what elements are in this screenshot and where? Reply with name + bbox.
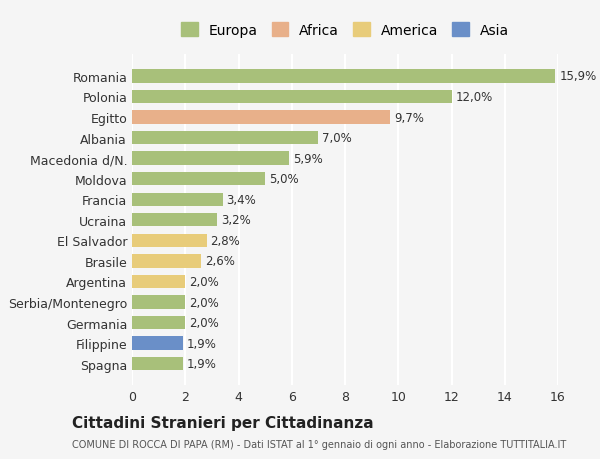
Text: 9,7%: 9,7%: [394, 111, 424, 124]
Text: 7,0%: 7,0%: [322, 132, 352, 145]
Text: 2,0%: 2,0%: [189, 316, 219, 330]
Bar: [132, 255, 201, 268]
Bar: [132, 111, 390, 124]
Bar: [132, 234, 206, 247]
Bar: [132, 152, 289, 165]
Legend: Europa, Africa, America, Asia: Europa, Africa, America, Asia: [177, 19, 513, 42]
Text: 3,2%: 3,2%: [221, 214, 251, 227]
Text: 2,0%: 2,0%: [189, 275, 219, 288]
Bar: [132, 296, 185, 309]
Text: 5,9%: 5,9%: [293, 152, 323, 165]
Text: 1,9%: 1,9%: [187, 358, 217, 370]
Text: 12,0%: 12,0%: [455, 91, 493, 104]
Text: Cittadini Stranieri per Cittadinanza: Cittadini Stranieri per Cittadinanza: [72, 415, 374, 430]
Bar: [132, 70, 556, 84]
Text: 2,0%: 2,0%: [189, 296, 219, 309]
Bar: [132, 90, 452, 104]
Bar: [132, 213, 217, 227]
Bar: [132, 275, 185, 289]
Bar: [132, 357, 182, 370]
Bar: [132, 316, 185, 330]
Text: 1,9%: 1,9%: [187, 337, 217, 350]
Text: 2,8%: 2,8%: [211, 235, 240, 247]
Text: 2,6%: 2,6%: [205, 255, 235, 268]
Text: COMUNE DI ROCCA DI PAPA (RM) - Dati ISTAT al 1° gennaio di ogni anno - Elaborazi: COMUNE DI ROCCA DI PAPA (RM) - Dati ISTA…: [72, 440, 566, 449]
Text: 5,0%: 5,0%: [269, 173, 299, 186]
Bar: [132, 337, 182, 350]
Text: 3,4%: 3,4%: [227, 193, 256, 206]
Bar: [132, 193, 223, 207]
Bar: [132, 132, 319, 145]
Text: 15,9%: 15,9%: [559, 70, 596, 83]
Bar: [132, 173, 265, 186]
